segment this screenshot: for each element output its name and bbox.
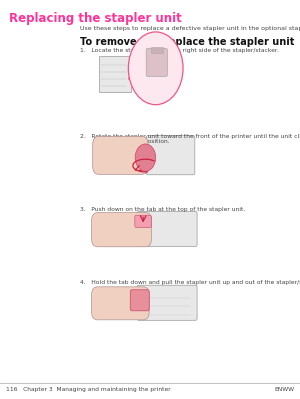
Text: ENWW: ENWW	[274, 387, 294, 392]
FancyBboxPatch shape	[92, 213, 152, 247]
FancyBboxPatch shape	[93, 136, 148, 174]
Bar	[99, 55, 130, 92]
Text: 1.   Locate the stapler unit on the right side of the stapler/stacker.: 1. Locate the stapler unit on the right …	[80, 48, 278, 53]
Text: 2.   Rotate the stapler unit toward the front of the printer until the unit clic: 2. Rotate the stapler unit toward the fr…	[80, 134, 300, 144]
FancyBboxPatch shape	[137, 211, 197, 247]
Text: Replacing the stapler unit: Replacing the stapler unit	[9, 12, 182, 26]
Circle shape	[128, 32, 183, 105]
Circle shape	[135, 144, 156, 171]
Text: To remove and replace the stapler unit: To remove and replace the stapler unit	[80, 37, 294, 47]
FancyBboxPatch shape	[137, 285, 197, 320]
Text: 116   Chapter 3  Managing and maintaining the printer: 116 Chapter 3 Managing and maintaining t…	[6, 387, 171, 392]
Text: 4.   Hold the tab down and pull the stapler unit up and out of the stapler/stack: 4. Hold the tab down and pull the staple…	[80, 280, 300, 285]
FancyBboxPatch shape	[146, 136, 195, 175]
FancyBboxPatch shape	[146, 48, 167, 77]
Text: Use these steps to replace a defective stapler unit in the optional stapler/stac: Use these steps to replace a defective s…	[80, 26, 300, 31]
FancyBboxPatch shape	[92, 287, 149, 320]
Text: 3.   Push down on the tab at the top of the stapler unit.: 3. Push down on the tab at the top of th…	[80, 207, 245, 212]
Bar	[151, 47, 163, 53]
FancyBboxPatch shape	[135, 215, 152, 227]
FancyBboxPatch shape	[130, 290, 149, 311]
